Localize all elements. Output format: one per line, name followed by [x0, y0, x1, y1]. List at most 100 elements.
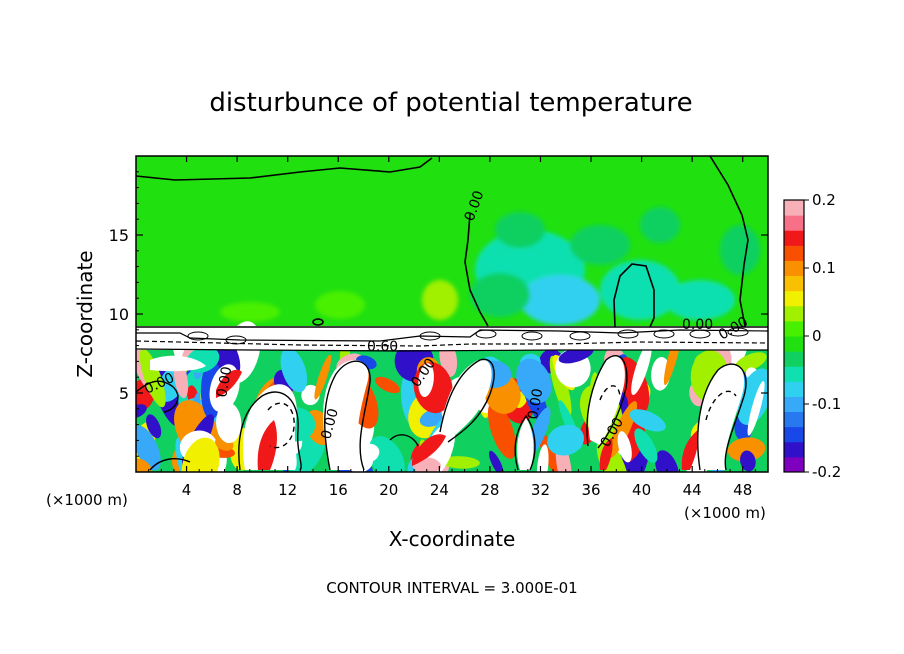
colorbar-swatch: [784, 381, 804, 397]
contour-labels: 0.00 0.00 0.00 0.00 0.00 0.00 0.60 0.00 …: [142, 189, 751, 450]
colorbar-label: -0.1: [812, 395, 841, 413]
colorbar-swatch: [784, 336, 804, 352]
band-contour-loop: [225, 335, 247, 345]
y-tick-label: 15: [109, 226, 129, 245]
chart-title: disturbunce of potential temperature: [209, 88, 692, 118]
x-tick-label: 44: [683, 481, 702, 499]
contour-label: 0.00: [682, 317, 713, 333]
y-axis-label: Z-coordinate: [73, 250, 97, 377]
x-axis: 4 8 12 16 20 24 28 32 36 40 44 48: [148, 156, 756, 499]
colorbar-swatch: [784, 320, 804, 337]
field-patch: [280, 347, 308, 393]
contour-interval-note: CONTOUR INTERVAL = 3.000E-01: [326, 579, 577, 597]
field-patch: [136, 425, 161, 471]
field-patch: [216, 402, 242, 444]
contour-line: [586, 354, 628, 449]
field-plume: [697, 363, 745, 470]
colorbar-label: 0.1: [812, 259, 836, 277]
x-tick-label: 16: [329, 481, 348, 499]
field-patch: [220, 302, 280, 322]
field-patch: [617, 431, 632, 463]
contour-label: 0.00: [525, 387, 546, 420]
colorbar-swatch: [784, 290, 804, 307]
colorbar: [783, 199, 805, 473]
field-plume-warm: [216, 369, 242, 398]
field-patch: [740, 450, 756, 472]
x-tick-label: 24: [430, 481, 449, 499]
x-tick-label: 4: [182, 481, 192, 499]
field-patch: [441, 456, 480, 469]
band-contour-loop: [569, 331, 591, 341]
field-patch: [547, 424, 585, 456]
colorbar-swatch: [784, 366, 804, 382]
colorbar-swatch: [784, 305, 804, 322]
band-contour-dashed: [136, 340, 768, 347]
field-patch: [375, 376, 400, 394]
field-patch: [727, 437, 766, 462]
band-contour-loop: [689, 329, 711, 339]
field-patch: [747, 381, 765, 436]
field-patch: [487, 401, 517, 459]
x-tick-label: 36: [581, 481, 600, 499]
x-unit-right: (×1000 m): [684, 504, 766, 522]
band-contour: [136, 348, 768, 352]
colorbar-swatch: [784, 245, 804, 261]
field-patch: [301, 384, 320, 406]
field-plume-warm: [681, 430, 699, 470]
colorbar-swatch: [784, 275, 804, 292]
field-patch: [600, 260, 680, 320]
x-axis-label: X-coordinate: [389, 527, 516, 551]
band-contour-loop: [727, 327, 749, 337]
field-patch: [495, 212, 545, 248]
x-unit-left: (×1000 m): [46, 491, 128, 509]
contour-line-dashed: [705, 390, 737, 421]
contour-line: [697, 363, 747, 471]
y-tick-label: 5: [119, 384, 129, 403]
colorbar-swatch: [784, 260, 804, 277]
field-patch: [315, 291, 365, 319]
field-patch: [418, 363, 434, 398]
field-patch: [631, 341, 652, 396]
colorbar-label: 0.2: [812, 191, 836, 209]
y-axis: 5 10 15: [109, 171, 768, 457]
y-tick-label: 10: [109, 305, 129, 324]
colorbar-swatch: [784, 215, 804, 231]
field-plume: [588, 356, 625, 445]
field-plume: [517, 418, 534, 470]
field-patch: [146, 414, 162, 439]
field-patch: [470, 273, 530, 317]
field-patch: [629, 409, 666, 432]
colorbar-swatch: [784, 396, 804, 413]
contour-label: 0.00: [214, 365, 235, 398]
contour-line-dashed: [267, 402, 295, 449]
colorbar-swatch: [784, 411, 804, 428]
field-patch: [570, 225, 630, 265]
x-tick-label: 28: [480, 481, 499, 499]
contour-line: [136, 380, 179, 413]
band-contour-loop: [521, 331, 543, 341]
contour-line: [389, 434, 419, 447]
band-contour-loop: [475, 329, 497, 339]
contour-line: [238, 391, 302, 471]
upper-contour-lines: [136, 156, 749, 328]
field-patch: [720, 225, 760, 275]
contour-label: 0.60: [367, 339, 398, 355]
inversion-band-contours: [136, 326, 768, 352]
inversion-band: [136, 326, 768, 350]
field-patch: [516, 358, 552, 404]
field-plume: [440, 359, 492, 440]
x-tick-label: 8: [232, 481, 242, 499]
colorbar-swatch: [784, 426, 804, 443]
field-patch: [520, 275, 600, 325]
x-tick-label: 48: [733, 481, 752, 499]
upper-layer-patches: [220, 207, 760, 325]
colorbar-label: -0.2: [812, 463, 841, 481]
field-patch: [422, 280, 458, 320]
heatmap-field: [136, 156, 768, 472]
band-contour-loop: [187, 331, 209, 341]
colorbar-label: 0: [812, 327, 822, 345]
field-patch: [634, 428, 658, 463]
contour-line: [439, 358, 495, 443]
colorbar-swatch: [784, 230, 804, 246]
contour-line: [324, 360, 371, 471]
